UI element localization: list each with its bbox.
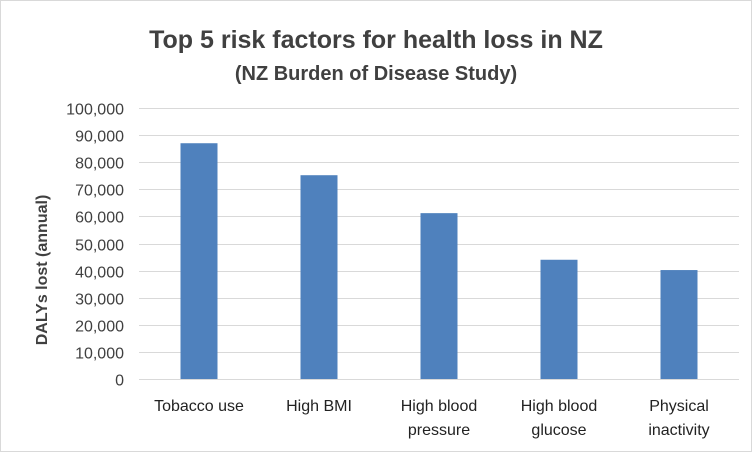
y-tick-label: 100,000 (66, 102, 124, 119)
y-tick-label: 80,000 (75, 156, 124, 173)
bar (540, 259, 578, 379)
bar (660, 270, 698, 379)
y-tick-label: 90,000 (75, 129, 124, 146)
chart-title: Top 5 risk factors for health loss in NZ (149, 26, 603, 54)
bar (180, 143, 218, 379)
y-tick-label: 50,000 (75, 238, 124, 255)
y-tick-label: 0 (115, 373, 124, 390)
category-label: High blood glucose (521, 398, 598, 439)
category-label: High blood pressure (401, 398, 478, 439)
bars (180, 143, 698, 379)
y-tick-label: 60,000 (75, 210, 124, 227)
y-axis-label: DALYs lost (annual) (34, 195, 51, 346)
category-labels: Tobacco use High BMI High blood pressure Hig… (154, 398, 710, 439)
y-tick-label: 70,000 (75, 183, 124, 200)
chart-subtitle: (NZ Burden of Disease Study) (235, 63, 517, 85)
y-tick-label: 20,000 (75, 319, 124, 336)
category-label: High BMI (286, 398, 352, 415)
category-label: Tobacco use (154, 398, 244, 415)
y-tick-labels: 0 10,000 20,000 30,000 40,000 50,000 60,000 70,… (66, 102, 124, 390)
category-label: Physical inactivity (648, 398, 709, 439)
y-tick-label: 10,000 (75, 346, 124, 363)
bar (300, 175, 338, 379)
y-tick-label: 30,000 (75, 292, 124, 309)
bar (420, 213, 458, 379)
y-tick-label: 40,000 (75, 265, 124, 282)
